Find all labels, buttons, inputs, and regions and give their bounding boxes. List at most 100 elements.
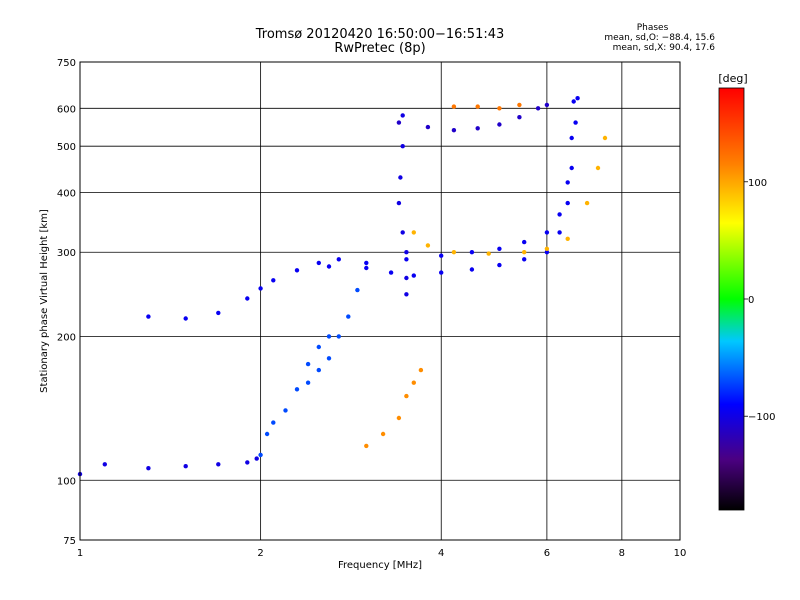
x-tick-label: 6 bbox=[544, 548, 550, 559]
x-tick-label: 8 bbox=[619, 548, 625, 559]
data-point bbox=[573, 120, 578, 125]
data-point bbox=[439, 270, 444, 275]
y-tick-label: 750 bbox=[57, 58, 76, 69]
data-point bbox=[364, 443, 369, 449]
phases-title: Phases bbox=[636, 23, 669, 33]
chart-title-line1: Tromsø 20120420 16:50:00−16:51:43 bbox=[255, 27, 505, 42]
data-point bbox=[400, 113, 405, 118]
data-point bbox=[411, 230, 416, 235]
data-point bbox=[326, 356, 332, 361]
phases-x-stat: mean, sd,X: 90.4, 17.6 bbox=[612, 43, 715, 53]
data-point bbox=[544, 230, 550, 235]
x-ticks: 1 2 4 6 8 10 bbox=[77, 548, 687, 559]
data-point bbox=[404, 292, 409, 297]
colorbar-tick-label: −100 bbox=[748, 412, 775, 423]
data-point bbox=[396, 200, 402, 206]
data-point bbox=[355, 287, 360, 293]
y-tick-label: 600 bbox=[57, 104, 76, 115]
data-point bbox=[271, 278, 276, 283]
colorbar-ticks: 100 0 −100 bbox=[744, 178, 775, 423]
data-point bbox=[388, 270, 394, 275]
data-point bbox=[258, 286, 263, 291]
data-point bbox=[294, 268, 300, 273]
data-point bbox=[398, 175, 403, 180]
x-tick-label: 4 bbox=[438, 548, 444, 559]
data-point bbox=[146, 314, 151, 319]
data-point bbox=[216, 310, 221, 316]
colorbar-label: [deg] bbox=[718, 72, 747, 85]
data-point bbox=[557, 230, 562, 235]
data-point bbox=[565, 180, 570, 185]
data-point bbox=[380, 431, 386, 437]
data-point bbox=[544, 250, 550, 255]
data-point bbox=[475, 104, 480, 109]
data-point bbox=[258, 452, 263, 458]
data-point bbox=[102, 462, 108, 467]
data-point bbox=[245, 296, 250, 301]
colorbar-tick-label: 0 bbox=[748, 295, 754, 306]
data-point bbox=[183, 316, 188, 321]
data-point bbox=[425, 124, 431, 130]
colorbar-tick-label: 100 bbox=[748, 178, 767, 189]
data-point bbox=[451, 128, 457, 133]
data-point bbox=[439, 253, 444, 258]
data-point bbox=[364, 265, 369, 271]
data-point bbox=[264, 431, 270, 437]
data-point bbox=[497, 122, 502, 127]
grid-lines bbox=[80, 62, 680, 540]
data-point bbox=[336, 334, 341, 339]
x-tick-label: 2 bbox=[257, 548, 263, 559]
data-points bbox=[77, 96, 608, 477]
data-point bbox=[146, 466, 151, 471]
data-point bbox=[326, 264, 332, 269]
data-point bbox=[283, 408, 288, 413]
x-tick-label: 10 bbox=[674, 548, 687, 559]
data-point bbox=[575, 96, 580, 101]
data-point bbox=[411, 380, 416, 385]
data-point bbox=[497, 106, 502, 111]
plot-frame bbox=[79, 61, 681, 541]
data-point bbox=[404, 257, 409, 262]
data-point bbox=[396, 120, 402, 125]
data-point bbox=[305, 380, 311, 385]
data-point bbox=[584, 200, 590, 206]
phases-box: Phases mean, sd,O: −88.4, 15.6 mean, sd,… bbox=[560, 23, 715, 53]
data-point bbox=[544, 246, 550, 251]
chart-title-line2: RwPretec (8p) bbox=[334, 41, 426, 56]
data-point bbox=[517, 115, 522, 120]
data-point bbox=[404, 250, 409, 255]
colorbar bbox=[718, 87, 745, 511]
data-point bbox=[364, 260, 369, 266]
data-point bbox=[522, 257, 527, 262]
x-axis-label: Frequency [MHz] bbox=[338, 560, 422, 571]
y-tick-label: 300 bbox=[57, 248, 76, 259]
data-point bbox=[497, 262, 502, 268]
data-point bbox=[517, 102, 522, 108]
data-point bbox=[294, 387, 300, 392]
data-point bbox=[475, 126, 480, 131]
data-point bbox=[595, 165, 601, 171]
data-point bbox=[326, 334, 332, 339]
data-point bbox=[451, 104, 457, 109]
data-point bbox=[557, 212, 562, 217]
data-point bbox=[486, 251, 491, 256]
data-point bbox=[254, 456, 259, 461]
data-point bbox=[522, 250, 527, 255]
data-point bbox=[535, 106, 541, 111]
data-point bbox=[245, 460, 250, 465]
data-point bbox=[404, 275, 409, 281]
data-point bbox=[522, 239, 527, 245]
data-point bbox=[404, 393, 409, 399]
data-point bbox=[602, 135, 608, 141]
data-point bbox=[451, 250, 457, 255]
y-tick-label: 400 bbox=[57, 188, 76, 199]
data-point bbox=[569, 135, 574, 141]
data-point bbox=[346, 314, 351, 319]
data-point bbox=[400, 230, 405, 235]
data-point bbox=[336, 257, 341, 262]
data-point bbox=[305, 361, 311, 367]
data-point bbox=[469, 267, 475, 272]
data-point bbox=[571, 99, 576, 104]
data-point bbox=[497, 246, 502, 251]
